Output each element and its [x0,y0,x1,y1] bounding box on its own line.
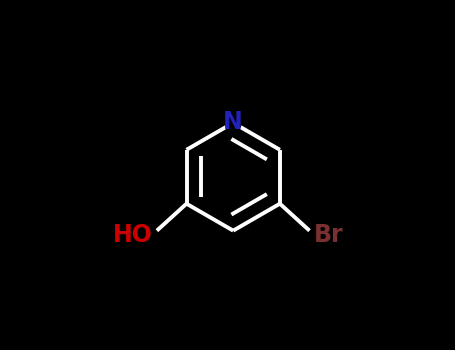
Text: N: N [223,110,243,133]
Text: HO: HO [112,223,152,247]
Circle shape [225,115,241,131]
Text: Br: Br [314,223,344,247]
